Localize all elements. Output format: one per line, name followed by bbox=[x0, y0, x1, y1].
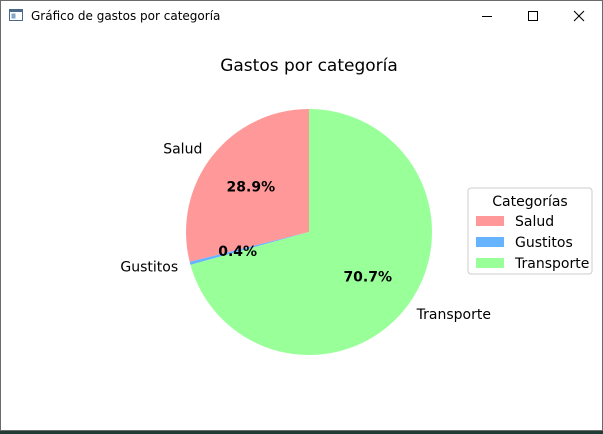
pie-slice-gustitos bbox=[189, 232, 309, 265]
legend-label-gustitos: Gustitos bbox=[515, 235, 573, 251]
minimize-button[interactable] bbox=[464, 1, 510, 31]
maximize-button[interactable] bbox=[510, 1, 556, 31]
pie-chart: Gastos por categoría Salud Gustitos Transp… bbox=[120, 56, 593, 355]
pie-slice-transporte bbox=[190, 109, 432, 355]
legend-label-transporte: Transporte bbox=[514, 256, 589, 272]
title-bar[interactable]: Gráfico de gastos por categoría bbox=[1, 1, 602, 31]
category-labels: Salud Gustitos Transporte bbox=[120, 142, 491, 323]
close-icon bbox=[573, 10, 585, 22]
legend-swatch-salud bbox=[476, 216, 504, 226]
percent-label-gustitos: 0.4% bbox=[218, 244, 257, 260]
slice-label-salud: Salud bbox=[163, 142, 202, 158]
legend-title: Categorías bbox=[492, 194, 567, 210]
maximize-icon bbox=[528, 11, 538, 21]
percent-label-transporte: 70.7% bbox=[343, 270, 392, 286]
minimize-icon bbox=[482, 16, 492, 17]
slice-label-transporte: Transporte bbox=[416, 307, 491, 323]
legend-frame bbox=[467, 187, 593, 275]
figure-canvas: Gastos por categoría Salud Gustitos Transp… bbox=[1, 31, 602, 430]
legend-swatch-transporte bbox=[476, 258, 504, 268]
percent-labels: 28.9% 0.4% 70.7% bbox=[218, 180, 392, 286]
close-button[interactable] bbox=[556, 1, 602, 31]
legend-swatch-gustitos bbox=[476, 237, 504, 247]
pie-slices bbox=[185, 109, 432, 355]
pie-slice-salud bbox=[185, 109, 309, 262]
chart-title: Gastos por categoría bbox=[220, 56, 398, 76]
slice-label-gustitos: Gustitos bbox=[120, 259, 178, 275]
app-icon bbox=[9, 9, 23, 21]
percent-label-salud: 28.9% bbox=[227, 180, 276, 196]
legend-label-salud: Salud bbox=[515, 214, 554, 230]
window-title: Gráfico de gastos por categoría bbox=[31, 9, 221, 23]
legend: Categorías Salud Gustitos Transporte bbox=[467, 187, 593, 275]
